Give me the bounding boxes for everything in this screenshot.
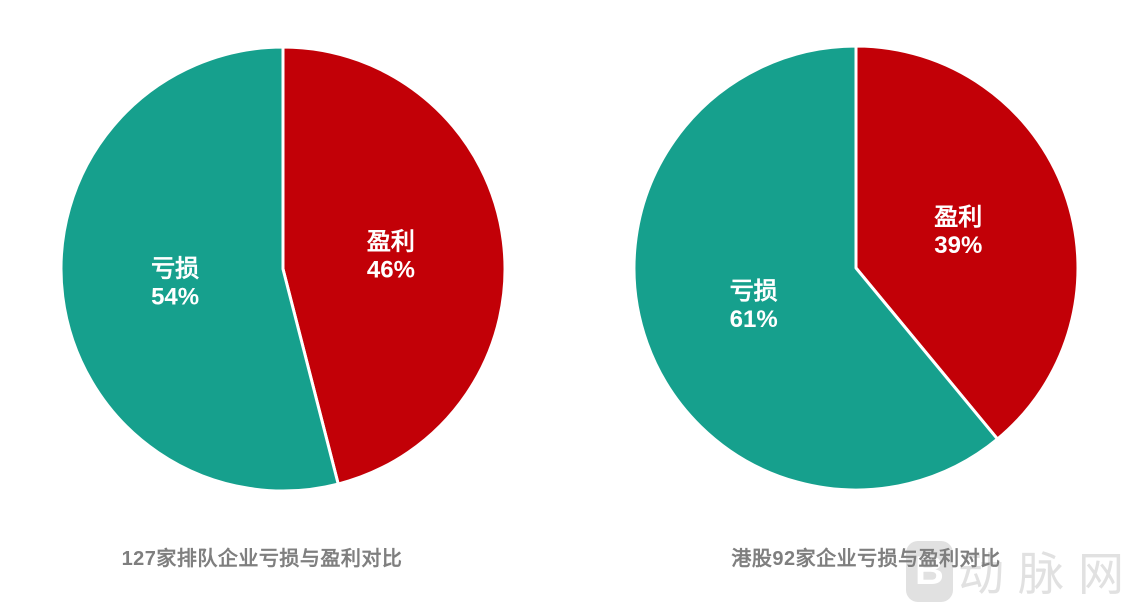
figure-queued-companies: 盈利 46% 亏损 54% <box>58 44 508 494</box>
vcbeat-logo-icon: B <box>906 541 953 602</box>
pie-slice <box>59 45 340 493</box>
pie-slice-label: 盈利 46% <box>366 228 415 283</box>
pie-slice <box>632 44 1000 492</box>
figure-hk-companies: 盈利 39% 亏损 61% <box>631 43 1081 493</box>
vcbeat-logo-letter: B <box>915 549 944 593</box>
watermark-brand-text: 动脉网 <box>958 548 1138 600</box>
pie-slice <box>854 44 1080 441</box>
pie-slice-label: 盈利 39% <box>933 204 982 259</box>
pie-chart-queued-companies: 盈利 46% 亏损 54% <box>59 45 507 493</box>
chart-title-left: 127家排队企业亏损与盈利对比 <box>121 548 403 570</box>
chart-title-right: 港股92家企业亏损与盈利对比 <box>731 548 1001 570</box>
pie-slice <box>281 45 507 486</box>
pie-slice-label: 亏损 54% <box>151 256 199 311</box>
pie-slice-label: 亏损 61% <box>730 278 778 333</box>
pie-chart-hk-companies: 盈利 39% 亏损 61% <box>632 44 1080 492</box>
